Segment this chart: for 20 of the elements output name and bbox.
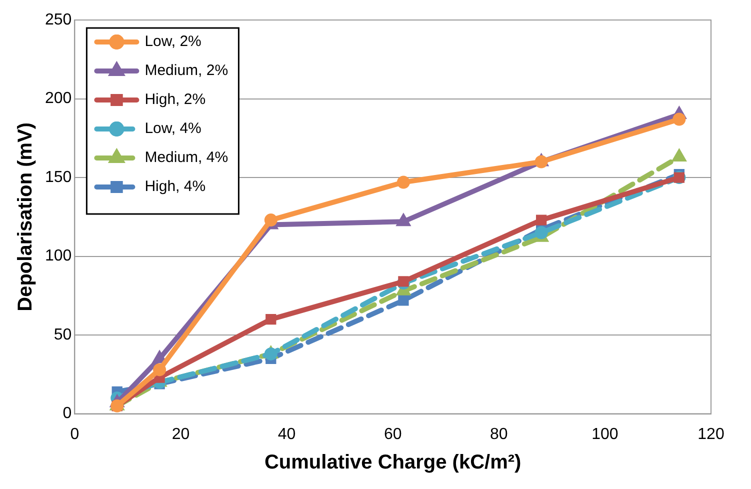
y-axis-title: Depolarisation (mV) (14, 122, 37, 312)
y-tick-label: 200 (44, 90, 72, 108)
x-tick-label: 80 (490, 426, 508, 443)
legend-label: Medium, 4% (144, 149, 228, 166)
x-tick-label: 100 (592, 426, 618, 443)
x-tick-label: 40 (278, 426, 296, 443)
x-tick-label: 120 (698, 426, 724, 443)
y-tick-label: 100 (44, 248, 72, 265)
x-tick-label: 20 (172, 426, 190, 443)
legend-label: Medium, 2% (144, 62, 228, 80)
x-axis-title: Cumulative Charge (kC/m²) (264, 452, 522, 474)
y-tick-label: 150 (44, 168, 72, 186)
x-tick-label: 60 (384, 426, 402, 443)
y-tick-label: 0 (62, 405, 72, 422)
legend-label: Low, 2% (144, 33, 202, 50)
y-tick-label: 50 (54, 326, 72, 344)
legend-label: High, 2% (144, 91, 206, 108)
y-tick-label: 250 (44, 11, 72, 28)
legend-label: High, 4% (144, 178, 206, 196)
legend-label: Low, 4% (144, 120, 202, 138)
